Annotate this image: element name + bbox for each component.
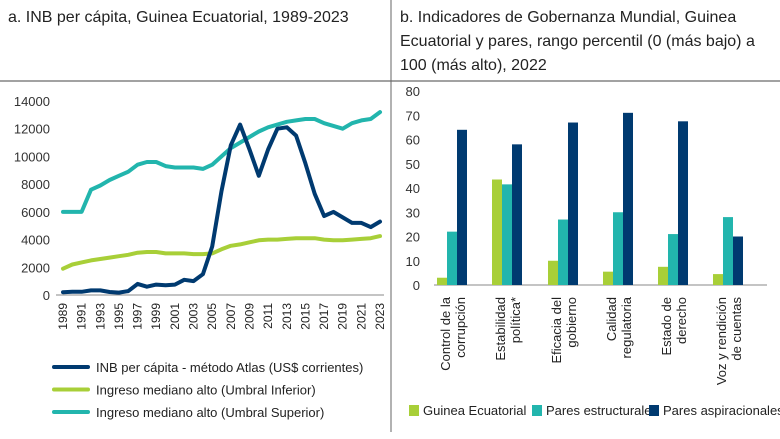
x-tick-label: 2017 (317, 303, 331, 330)
category-label: Eficacia del (549, 297, 564, 364)
legend-label: INB per cápita - método Atlas (US$ corri… (96, 360, 363, 375)
y-tick-label: 10 (406, 254, 420, 269)
legend-label: Ingreso mediano alto (Umbral Inferior) (96, 383, 316, 398)
category-label: Voz y rendición (714, 297, 729, 385)
legend-label: Pares estructurales (546, 403, 658, 418)
category-label: gobierno (564, 297, 579, 348)
bar-4-2 (678, 121, 688, 285)
bar-0-1 (447, 231, 457, 285)
bar-2-1 (558, 219, 568, 285)
y-tick-label: 12000 (14, 122, 50, 137)
y-tick-label: 60 (406, 133, 420, 148)
bar-1-1 (502, 184, 512, 285)
x-tick-label: 2003 (187, 303, 201, 330)
category-label: corrupción (453, 297, 468, 358)
y-tick-label: 70 (406, 108, 420, 123)
x-tick-label: 1991 (75, 303, 89, 330)
x-tick-label: 1999 (149, 303, 163, 330)
right-title-line: b. Indicadores de Gobernanza Mundial, Gu… (400, 9, 737, 26)
x-tick-label: 1989 (56, 303, 70, 330)
y-tick-label: 2000 (21, 260, 50, 275)
x-tick-label: 1993 (93, 303, 107, 330)
y-tick-label: 0 (43, 288, 50, 303)
left-chart-title: a. INB per cápita, Guinea Ecuatorial, 19… (8, 9, 349, 26)
category-label: Calidad (604, 297, 619, 341)
y-tick-label: 6000 (21, 205, 50, 220)
x-tick-label: 2023 (373, 303, 387, 330)
y-tick-label: 0 (413, 278, 420, 293)
bar-3-1 (613, 212, 623, 285)
series-line-1 (61, 234, 382, 271)
category-label: de cuentas (729, 297, 744, 361)
right-title-line: 100 (más alto), 2022 (400, 57, 547, 74)
y-tick-label: 10000 (14, 149, 50, 164)
x-tick-label: 2015 (298, 303, 312, 330)
x-tick-label: 1995 (112, 303, 126, 330)
bar-1-0 (492, 179, 502, 285)
legend-swatch (532, 405, 542, 416)
y-tick-label: 4000 (21, 233, 50, 248)
x-tick-label: 1997 (131, 303, 145, 330)
bar-5-0 (713, 274, 723, 285)
category-label: Control de la (438, 296, 453, 370)
legend-label: Ingreso mediano alto (Umbral Superior) (96, 405, 324, 420)
bar-0-0 (437, 277, 447, 285)
category-label: Estado de (659, 297, 674, 356)
x-tick-label: 2009 (242, 303, 256, 330)
x-tick-label: 2019 (336, 303, 350, 330)
series-line-0 (61, 122, 382, 295)
y-tick-label: 14000 (14, 94, 50, 109)
bar-3-0 (603, 271, 613, 285)
x-tick-label: 2001 (168, 303, 182, 330)
bar-5-1 (723, 217, 733, 285)
series-line-2 (61, 110, 382, 214)
x-tick-label: 2011 (261, 303, 275, 329)
right-title-line: Ecuatorial y pares, rango percentil (0 (… (400, 33, 755, 50)
legend-swatch (409, 405, 419, 416)
bar-2-2 (568, 122, 578, 286)
bar-4-1 (668, 234, 678, 285)
right-chart-title: b. Indicadores de Gobernanza Mundial, Gu… (400, 6, 755, 78)
bar-0-2 (457, 129, 467, 285)
y-tick-label: 50 (406, 157, 420, 172)
x-tick-label: 2021 (354, 303, 368, 330)
y-tick-label: 8000 (21, 177, 50, 192)
bar-3-2 (623, 112, 633, 285)
bar-4-0 (658, 266, 668, 285)
bar-5-2 (733, 236, 743, 285)
y-tick-label: 30 (406, 205, 420, 220)
category-label: derecho (674, 297, 689, 344)
legend-label: Guinea Ecuatorial (423, 403, 526, 418)
y-tick-label: 80 (406, 84, 420, 99)
y-tick-label: 40 (406, 181, 420, 196)
bar-2-0 (548, 260, 558, 285)
bar-1-2 (512, 144, 522, 285)
legend-label: Pares aspiracionales (663, 403, 780, 418)
x-tick-label: 2007 (224, 303, 238, 330)
legend-swatch (649, 405, 659, 416)
category-label: Estabilidad (493, 297, 508, 361)
x-tick-label: 2005 (205, 303, 219, 330)
y-tick-label: 20 (406, 230, 420, 245)
x-tick-label: 2013 (280, 303, 294, 330)
category-label: política* (508, 297, 523, 343)
category-label: regulatoria (619, 296, 634, 358)
